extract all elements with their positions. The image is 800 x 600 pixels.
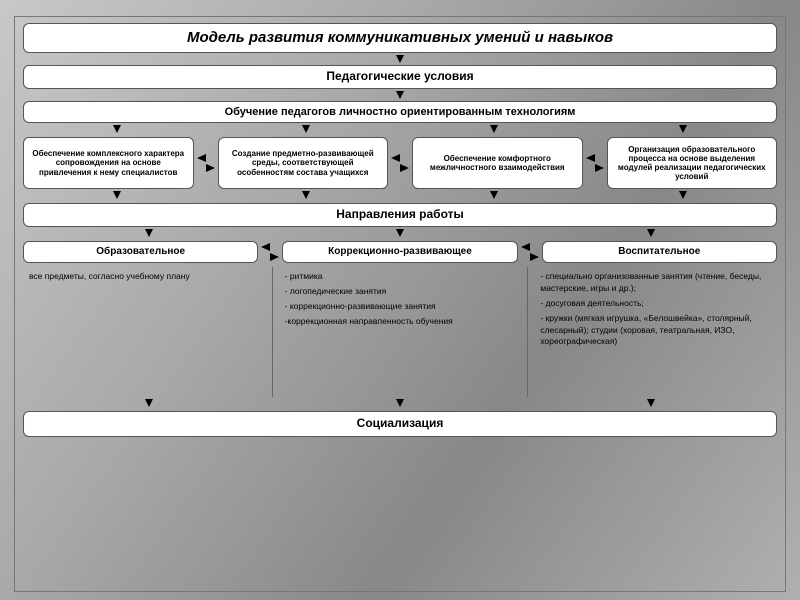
arrow-down-icon [396, 55, 404, 63]
arrow-gap [23, 227, 777, 241]
condition-text: Организация образовательного процесса на… [613, 145, 772, 182]
condition-box-1: Обеспечение комплексного характера сопро… [23, 137, 194, 189]
diagram-frame: Модель развития коммуникативных умений и… [14, 16, 786, 592]
category-text: Коррекционно-развивающее [328, 246, 472, 258]
arrow-down-icon [145, 399, 153, 407]
detail-line: - досуговая деятельность; [540, 298, 771, 310]
arrow-down-icon [302, 125, 310, 133]
bi-arrow-icon [583, 137, 607, 189]
condition-box-3: Обеспечение комфортного межличностного в… [412, 137, 583, 189]
detail-line: - кружки (мягкая игрушка, «Белошвейка», … [540, 313, 771, 349]
column-divider [272, 267, 273, 397]
arrow-down-icon [647, 399, 655, 407]
detail-line: - ритмика [285, 271, 516, 283]
arrow-down-icon [396, 91, 404, 99]
arrow-down-icon [145, 229, 153, 237]
condition-box-2: Создание предметно-развивающей среды, со… [218, 137, 389, 189]
detail-col-1: все предметы, согласно учебному плану [23, 267, 266, 397]
arrow-gap [23, 53, 777, 65]
bi-arrow-icon [518, 241, 542, 263]
socialization-box: Социализация [23, 411, 777, 437]
arrow-down-icon [113, 191, 121, 199]
bi-arrow-icon [258, 241, 282, 263]
condition-box-4: Организация образовательного процесса на… [607, 137, 778, 189]
arrow-down-icon [302, 191, 310, 199]
category-text: Воспитательное [618, 246, 700, 258]
bi-arrow-icon [194, 137, 218, 189]
arrow-gap [23, 397, 777, 411]
condition-text: Обеспечение комфортного межличностного в… [418, 154, 577, 172]
arrow-down-icon [396, 399, 404, 407]
arrow-down-icon [679, 125, 687, 133]
detail-line: - логопедические занятия [285, 286, 516, 298]
arrow-down-icon [679, 191, 687, 199]
arrow-down-icon [490, 125, 498, 133]
detail-line: - специально организованные занятия (чте… [540, 271, 771, 295]
directions-text: Направления работы [336, 208, 463, 222]
category-box-upbringing: Воспитательное [542, 241, 777, 263]
title-box: Модель развития коммуникативных умений и… [23, 23, 777, 53]
arrow-gap [23, 89, 777, 101]
arrow-gap [23, 123, 777, 137]
title-text: Модель развития коммуникативных умений и… [187, 29, 613, 46]
detail-line: - коррекционно-развивающие занятия [285, 301, 516, 313]
bi-arrow-icon [388, 137, 412, 189]
category-text: Образовательное [96, 246, 185, 258]
socialization-text: Социализация [357, 417, 444, 431]
condition-text: Создание предметно-развивающей среды, со… [224, 149, 383, 177]
detail-line: -коррекционная направленность обучения [285, 316, 516, 328]
details-row: все предметы, согласно учебному плану - … [23, 267, 777, 397]
arrow-down-icon [647, 229, 655, 237]
detail-line: все предметы, согласно учебному плану [29, 271, 260, 283]
condition-text: Обеспечение комплексного характера сопро… [29, 149, 188, 177]
categories-row: Образовательное Коррекционно-развивающее… [23, 241, 777, 263]
conditions-row: Обеспечение комплексного характера сопро… [23, 137, 777, 189]
category-box-correctional: Коррекционно-развивающее [282, 241, 517, 263]
detail-col-3: - специально организованные занятия (чте… [534, 267, 777, 397]
training-text: Обучение педагогов личностно ориентирова… [225, 106, 576, 119]
arrow-down-icon [113, 125, 121, 133]
arrow-down-icon [490, 191, 498, 199]
directions-box: Направления работы [23, 203, 777, 227]
category-box-educational: Образовательное [23, 241, 258, 263]
detail-col-2: - ритмика - логопедические занятия - кор… [279, 267, 522, 397]
pedagogical-conditions-box: Педагогические условия [23, 65, 777, 89]
arrow-down-icon [396, 229, 404, 237]
pedagogical-conditions-text: Педагогические условия [326, 70, 473, 84]
column-divider [527, 267, 528, 397]
arrow-gap [23, 189, 777, 203]
training-box: Обучение педагогов личностно ориентирова… [23, 101, 777, 123]
